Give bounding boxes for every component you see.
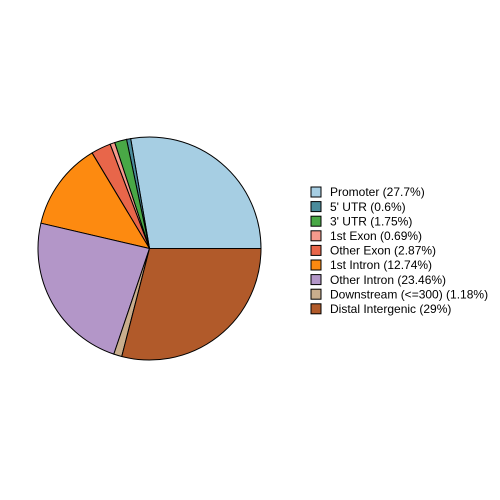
legend-label: Other Intron (23.46%): [330, 273, 446, 287]
pie-slice: [40, 152, 151, 250]
legend-label: 5' UTR (0.6%): [330, 200, 406, 214]
pie-slice: [130, 136, 262, 249]
legend-swatch: [310, 274, 322, 286]
legend-swatch: [310, 259, 322, 271]
legend-swatch: [310, 244, 322, 256]
legend-swatch: [310, 215, 322, 227]
legend-swatch: [310, 288, 322, 300]
legend-label: Other Exon (2.87%): [330, 244, 436, 258]
legend-swatch: [310, 303, 322, 315]
legend-swatch: [310, 201, 322, 213]
legend-swatch: [310, 186, 322, 198]
legend-label: Distal Intergenic (29%): [330, 302, 451, 316]
legend-label: 1st Exon (0.69%): [330, 229, 422, 243]
legend-label: Downstream (<=300) (1.18%): [330, 287, 488, 301]
legend-label: 1st Intron (12.74%): [330, 258, 432, 272]
pie-slice: [37, 222, 151, 355]
pie-slice: [121, 248, 262, 361]
legend-label: 3' UTR (1.75%): [330, 214, 412, 228]
legend-swatch: [310, 230, 322, 242]
legend-label: Promoter (27.7%): [330, 185, 425, 199]
